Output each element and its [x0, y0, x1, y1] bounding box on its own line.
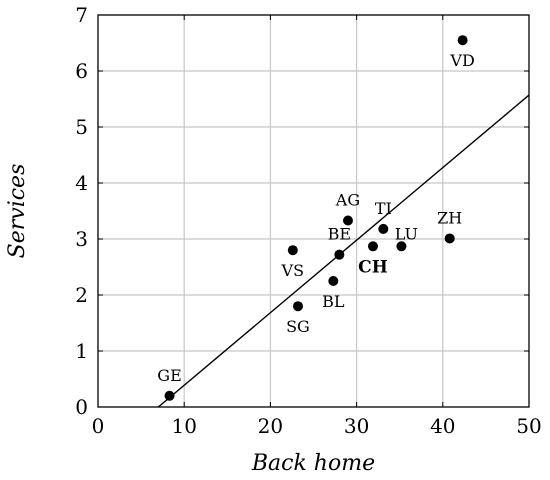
point-label-be: BE — [328, 225, 351, 244]
point-label-ti: TI — [375, 199, 392, 218]
data-point-ti — [378, 223, 389, 234]
x-tick-label: 10 — [171, 414, 196, 438]
point-label-ge: GE — [157, 366, 181, 385]
point-label-sg: SG — [286, 317, 310, 336]
point-label-bl: BL — [322, 292, 345, 311]
data-point-sg — [292, 301, 303, 312]
point-label-ch: CH — [358, 257, 388, 277]
x-tick-label: 20 — [258, 414, 283, 438]
y-tick-label: 2 — [75, 283, 88, 307]
x-tick-label: 50 — [516, 414, 541, 438]
tick-labels: 0 10 20 30 40 50 0 1 2 3 4 5 6 7 — [75, 3, 541, 438]
data-point-bl — [328, 276, 339, 286]
grid — [98, 15, 529, 407]
y-tick-label: 4 — [75, 171, 88, 195]
point-label-ag: AG — [335, 191, 360, 210]
data-point-ch — [367, 241, 378, 252]
trend-line-layer — [157, 94, 530, 408]
y-tick-label: 6 — [75, 59, 88, 83]
plot-frame — [97, 14, 530, 408]
trend-line — [157, 94, 530, 408]
data-point-zh — [444, 233, 455, 244]
data-point-be — [334, 249, 345, 260]
data-point-ag — [342, 215, 353, 226]
x-tick-label: 0 — [92, 414, 105, 438]
point-label-vs: VS — [281, 261, 305, 280]
data-points — [164, 35, 468, 401]
y-tick-label: 0 — [75, 395, 88, 419]
x-tick-label: 40 — [430, 414, 455, 438]
axis-ticks — [97, 14, 530, 408]
data-point-ge — [164, 390, 175, 401]
x-axis-title: Back home — [251, 451, 375, 476]
point-label-lu: LU — [395, 224, 418, 243]
point-label-zh: ZH — [437, 208, 462, 227]
y-tick-label: 5 — [75, 115, 88, 139]
x-tick-label: 30 — [344, 414, 369, 438]
y-axis-title: Services — [5, 164, 30, 259]
y-tick-label: 3 — [75, 227, 88, 251]
data-point-vs — [287, 245, 298, 256]
data-point-lu — [396, 241, 407, 252]
data-point-vd — [457, 35, 468, 46]
point-label-vd: VD — [449, 51, 474, 70]
y-tick-label: 1 — [75, 339, 88, 363]
y-tick-label: 7 — [75, 3, 88, 27]
